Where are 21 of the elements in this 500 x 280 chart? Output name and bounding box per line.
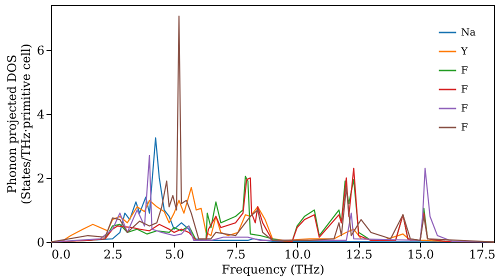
x-axis-title: Frequency (THz) (222, 262, 324, 276)
x-tick-label: 15.0 (407, 248, 434, 262)
legend-label: F (461, 66, 468, 76)
legend-label: F (461, 122, 468, 134)
x-tick-label: 7.5 (226, 248, 246, 262)
x-tick-label: 10.0 (284, 248, 311, 262)
x-tick-label: 2.5 (103, 248, 123, 262)
y-tick-label: 4 (36, 107, 45, 122)
legend-label: F (461, 84, 468, 96)
x-tick-label: 12.5 (346, 248, 372, 262)
x-tick-label: 5.0 (165, 248, 184, 262)
y-tick-label: 6 (36, 43, 44, 58)
x-tick-label: 17.5 (468, 248, 496, 262)
y-tick-label: 2 (36, 171, 44, 186)
y-axis-title: Phonon projected DOS (States/THz·primitive cell) (4, 44, 33, 204)
y-tick-label: 0 (36, 236, 44, 250)
x-tick-label: 0.0 (52, 248, 71, 262)
legend-label: Na (461, 28, 476, 38)
legend-label: F (461, 104, 468, 114)
legend-label: Y (460, 46, 468, 58)
line-series (50, 16, 495, 243)
